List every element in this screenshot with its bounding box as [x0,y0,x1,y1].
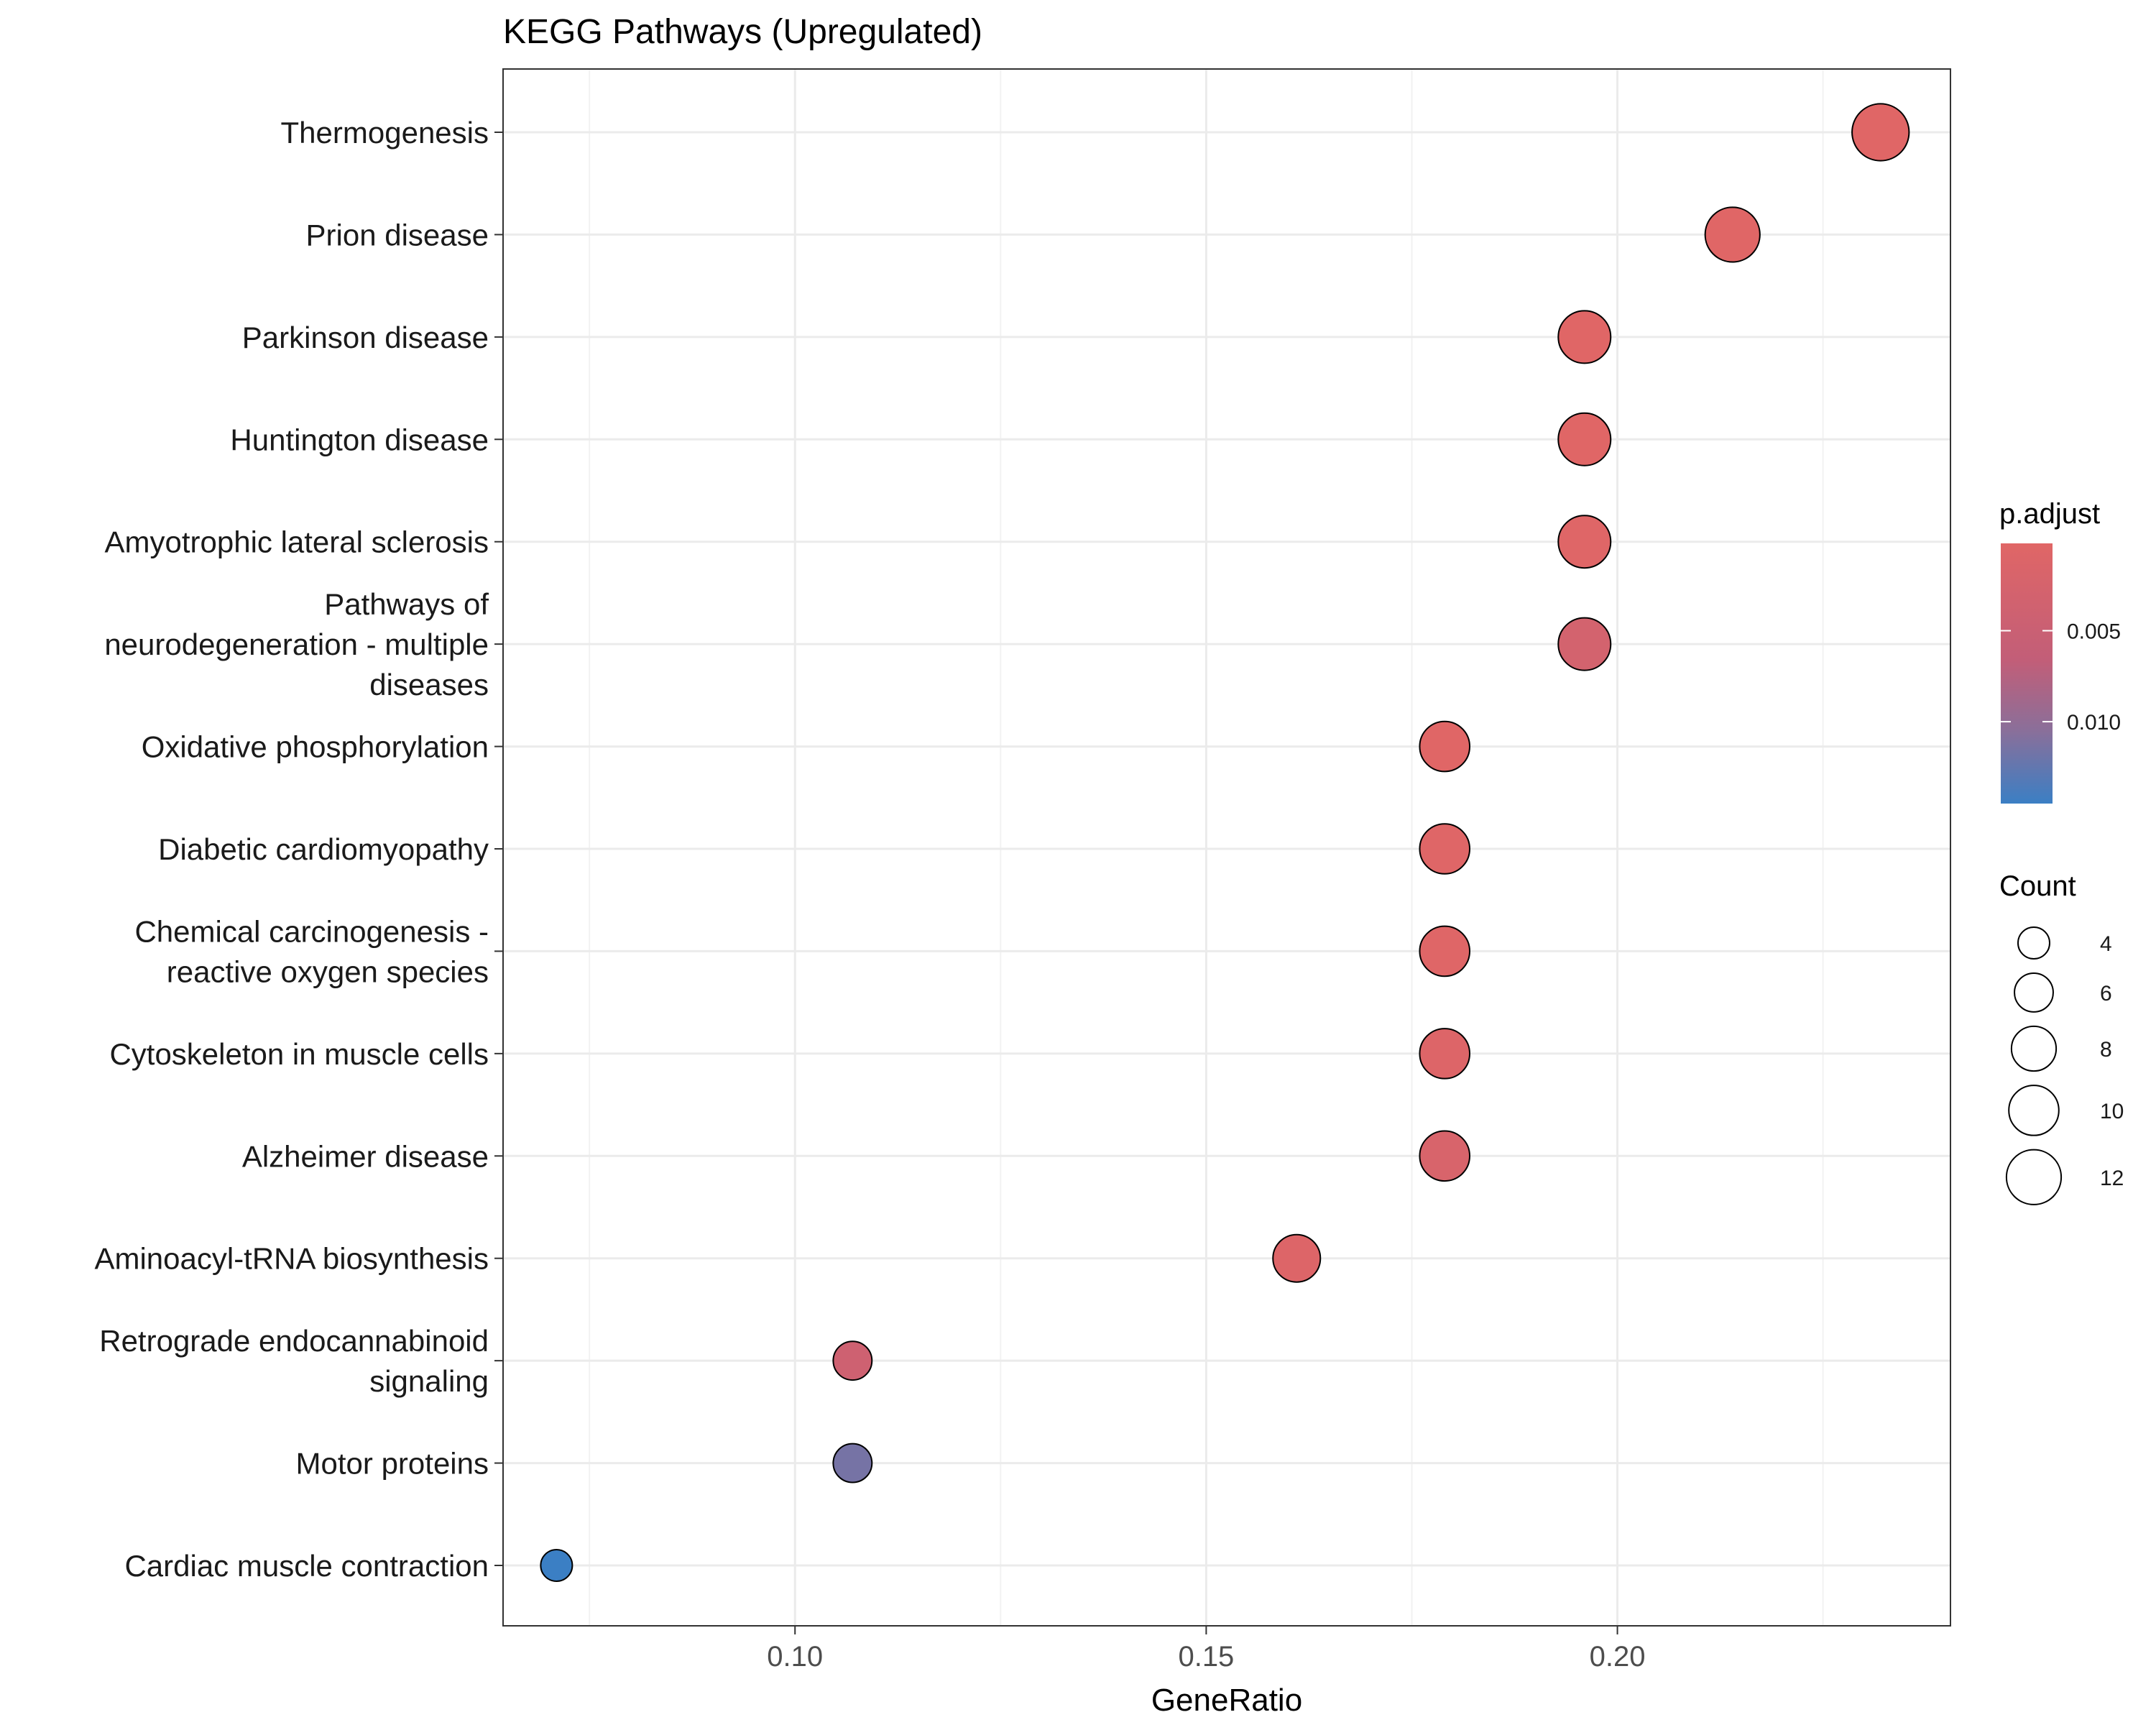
y-tick-label-line: Chemical carcinogenesis - [134,914,489,948]
y-tick-label: Thermogenesis [281,116,489,150]
size-legend-circle [2008,1085,2060,1136]
y-tick-label-line: Alzheimer disease [242,1139,489,1173]
data-point [832,1340,873,1381]
x-tick-label: 0.10 [767,1641,823,1673]
y-tick-label: Aminoacyl-tRNA biosynthesis [94,1242,489,1276]
y-tick-label-line: Pathways of [324,587,489,621]
y-tick-label: Cardiac muscle contraction [124,1549,489,1583]
y-tick-label: Parkinson disease [242,321,489,354]
y-tick-label-line: Motor proteins [296,1447,489,1481]
color-legend-bar [2001,543,2053,804]
y-tick-label: Oxidative phosphorylation [142,730,489,764]
size-legend: Count 4 6 8 10 12 [1999,870,2124,1205]
data-point [1419,925,1471,978]
x-tick-label: 0.15 [1178,1641,1234,1673]
y-tick-label: Pathways of neurodegeneration - multiple d… [104,587,489,702]
data-point [1419,1130,1471,1182]
y-axis: Thermogenesis Prion disease Parkinson dise… [94,116,503,1583]
y-tick-label-line: Prion disease [306,218,489,252]
y-tick-label: Motor proteins [296,1447,489,1481]
size-legend-circle [2014,972,2054,1013]
y-tick-label-line: Diabetic cardiomyopathy [158,832,489,866]
data-point [540,1549,573,1582]
y-tick-label-line: Parkinson disease [242,321,489,354]
size-legend-label: 10 [2100,1100,2124,1123]
y-tick-label: Chemical carcinogenesis - reactive oxygen… [134,914,489,988]
y-tick-label-line: reactive oxygen species [167,954,489,988]
y-tick-label-line: Aminoacyl-tRNA biosynthesis [94,1242,489,1276]
y-tick-label-line: Cytoskeleton in muscle cells [109,1037,489,1071]
x-axis: 0.10 0.15 0.20 [767,1626,1645,1673]
data-point [1704,206,1761,263]
size-legend-title: Count [1999,870,2076,902]
data-point [1557,412,1612,466]
y-tick-label: Huntington disease [230,423,489,456]
color-legend: p.adjust 0.005 0.010 [1999,498,2121,804]
y-tick-label-line: signaling [369,1364,489,1398]
y-tick-label: Retrograde endocannabinoid signaling [99,1324,489,1398]
y-tick-label: Diabetic cardiomyopathy [158,832,489,866]
y-tick-label-line: neurodegeneration - multiple [104,627,489,661]
data-point [1557,310,1612,364]
data-point [1557,617,1612,671]
data-point [832,1443,873,1484]
data-points [540,103,1910,1582]
x-axis-title: GeneRatio [1151,1683,1302,1718]
color-legend-title: p.adjust [1999,498,2100,530]
chart-title: KEGG Pathways (Upregulated) [503,13,982,51]
color-legend-tick-label: 0.010 [2067,711,2121,735]
y-tick-label-line: Oxidative phosphorylation [142,730,489,764]
y-tick-label-line: Thermogenesis [281,116,489,150]
data-point [1419,720,1471,773]
color-legend-tick-label: 0.005 [2067,620,2121,644]
size-legend-label: 12 [2100,1167,2124,1190]
size-legend-label: 4 [2100,932,2112,956]
size-legend-label: 6 [2100,982,2112,1006]
y-tick-label: Alzheimer disease [242,1139,489,1173]
data-point [1557,515,1612,569]
plot-panel-border [502,68,1951,1627]
plot-panel-background [503,69,1950,1626]
y-tick-label: Amyotrophic lateral sclerosis [104,525,489,559]
size-legend-circle [2010,1025,2058,1072]
y-tick-label-line: Cardiac muscle contraction [124,1549,489,1583]
y-tick-label: Cytoskeleton in muscle cells [109,1037,489,1071]
y-tick-label: Prion disease [306,218,489,252]
x-tick-label: 0.20 [1590,1641,1646,1673]
data-point [1272,1233,1322,1283]
data-point [1851,103,1910,162]
y-tick-label-line: Retrograde endocannabinoid [99,1324,489,1358]
y-tick-label-line: diseases [369,668,489,702]
y-tick-label-line: Amyotrophic lateral sclerosis [104,525,489,559]
size-legend-label: 8 [2100,1038,2112,1062]
y-tick-label-line: Huntington disease [230,423,489,456]
data-point [1419,823,1471,875]
size-legend-circle [2017,926,2050,960]
size-legend-circle [2005,1149,2063,1205]
grid-lines [503,69,1950,1626]
data-point [1419,1028,1471,1080]
